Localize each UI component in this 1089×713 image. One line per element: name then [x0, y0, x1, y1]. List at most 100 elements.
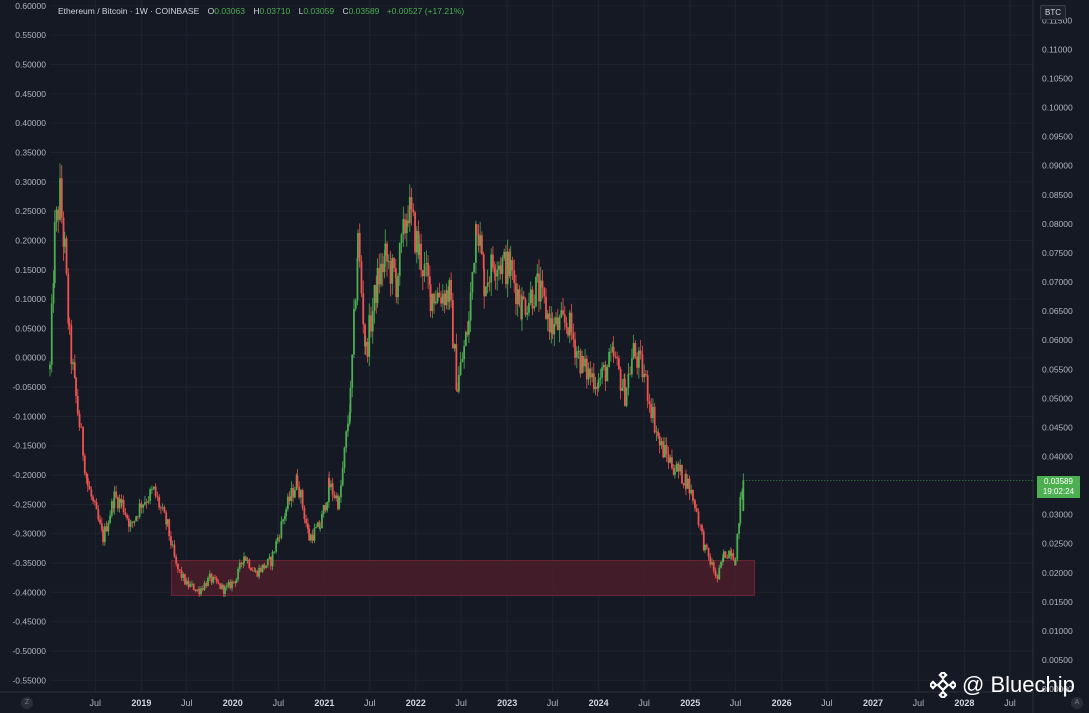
right-axis-tick-label: 0.03000 [1042, 510, 1073, 520]
candle-body [630, 358, 633, 375]
candle-body [402, 219, 405, 235]
candle-body [550, 318, 553, 333]
candle-body [714, 570, 717, 576]
candle-body [251, 570, 254, 572]
candle-body [492, 254, 494, 268]
candle-body [692, 489, 694, 501]
candle-body [505, 251, 507, 285]
reset-zoom-button[interactable]: Z [21, 697, 33, 709]
candle-body [317, 522, 319, 528]
candle-body [263, 564, 266, 569]
candle-body [256, 570, 259, 577]
candle-body [315, 527, 318, 529]
candle-body [627, 373, 630, 388]
candle-body [674, 471, 676, 475]
time-axis[interactable]: Jul 2019 Jul 2020 Jul 2021 Jul 2022 Jul 2023 Jul 20… [90, 698, 1016, 708]
time-axis-label: Jul [913, 698, 925, 708]
right-price-axis[interactable]: 0.11500 0.11000 0.10500 0.10000 0.09500 0.090… [1042, 15, 1073, 694]
candle-body [604, 364, 607, 382]
candle-body [501, 258, 504, 275]
candle-body [734, 559, 737, 566]
candle-body [368, 315, 371, 357]
candle-body [237, 568, 239, 580]
candle-body [556, 317, 559, 331]
candle-body [156, 496, 159, 498]
candle-body [479, 235, 482, 246]
time-axis-label: 2025 [680, 698, 700, 708]
left-axis-tick-label: -0.15000 [12, 441, 46, 451]
candle-body [596, 386, 599, 389]
candle-body [646, 375, 649, 401]
candle-body [290, 487, 293, 501]
candle-body [486, 282, 489, 287]
candle-body [258, 568, 260, 577]
candle-body [563, 314, 566, 323]
candle-body [103, 526, 106, 543]
candle-body [353, 308, 355, 355]
candle-body [215, 578, 218, 583]
left-price-axis[interactable]: 0.60000 0.55000 0.50000 0.45000 0.40000 0.350… [12, 1, 46, 685]
candle-body [694, 500, 696, 509]
candle-body [606, 367, 609, 382]
candle-body [545, 296, 547, 319]
candle-body [384, 243, 387, 257]
auto-scale-button[interactable]: A [1071, 697, 1083, 709]
candle-body [686, 478, 689, 489]
candle-body [702, 531, 705, 551]
candle-body [205, 583, 208, 587]
time-axis-label: Jul [547, 698, 559, 708]
candle-body [306, 523, 309, 529]
candle-body [50, 303, 53, 365]
change-value: +0.00527 (+17.21%) [386, 6, 465, 16]
candle-body [650, 404, 653, 419]
candle-body [404, 219, 406, 234]
candle-body [690, 489, 693, 494]
candle-body [672, 468, 675, 475]
right-axis-tick-label: 0.04000 [1042, 451, 1073, 461]
candle-body [222, 584, 225, 594]
candle-body [328, 478, 330, 503]
candle-body [253, 570, 256, 572]
currency-badge[interactable]: BTC [1040, 5, 1066, 20]
candle-body [405, 220, 408, 234]
candle-body [632, 343, 635, 359]
candle-body [611, 346, 614, 352]
candle-body [210, 573, 213, 583]
candle-body [145, 502, 148, 504]
last-price: 0.03589 [1044, 477, 1073, 486]
candle-body [726, 557, 729, 559]
candle-body [496, 269, 499, 277]
candle-body [591, 373, 593, 378]
candle-body [370, 315, 372, 332]
candle-body [105, 526, 108, 532]
candle-body [331, 483, 334, 496]
candle-body [120, 499, 123, 503]
candle-body [321, 513, 323, 529]
right-axis-tick-label: 0.08000 [1042, 219, 1073, 229]
candle-body [555, 317, 557, 325]
candle-body [171, 544, 174, 546]
candle-body [482, 254, 485, 269]
candle-body [637, 350, 640, 368]
candle-body [192, 583, 195, 591]
time-axis-label: 2022 [406, 698, 426, 708]
symbol-title[interactable]: Ethereum / Bitcoin · 1W · COINBASE [58, 6, 200, 16]
time-axis-label: 2020 [223, 698, 243, 708]
candle-body [168, 519, 171, 537]
candle-body [436, 292, 439, 302]
right-axis-tick-label: 0.07000 [1042, 277, 1073, 287]
candle-body [412, 209, 415, 213]
candle-body [410, 197, 413, 210]
candle-body [429, 284, 432, 312]
candle-body [457, 374, 460, 392]
candle-body [330, 483, 332, 488]
left-axis-tick-label: 0.35000 [15, 147, 46, 157]
candle-body [93, 500, 96, 503]
left-axis-tick-label: -0.10000 [12, 411, 46, 421]
candle-body [546, 313, 549, 319]
left-axis-tick-label: 0.15000 [15, 265, 46, 275]
candle-body [558, 317, 561, 331]
candle-body [275, 541, 277, 552]
candle-body [589, 368, 592, 378]
